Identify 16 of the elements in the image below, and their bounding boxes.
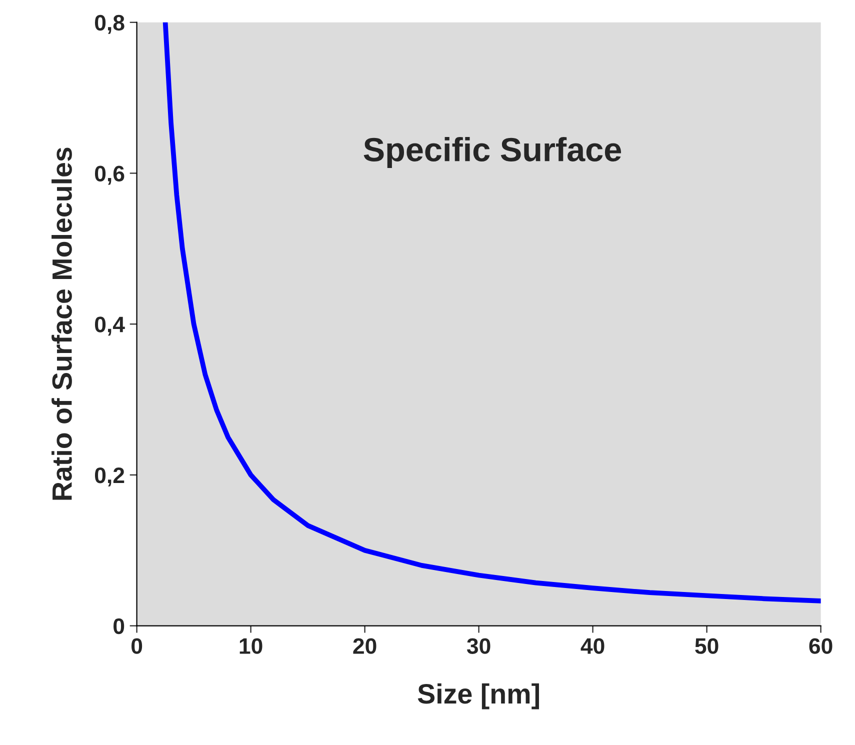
x-tick-label: 60 [809, 638, 832, 654]
x-axis-title: Size [nm] [418, 683, 539, 710]
y-tick-label: 0,4 [94, 316, 125, 336]
text: Specific Surface [364, 136, 622, 168]
y-tick-label: 0,6 [94, 166, 124, 185]
x-tick-label: 10 [240, 638, 262, 654]
y-tick-label: 0,2 [94, 467, 124, 486]
x-tick-label: 30 [466, 638, 490, 654]
line-series [162, 22, 821, 604]
y-axis-title: Ratio of Surface Molecules [52, 148, 72, 500]
x-tick-label: 20 [353, 638, 376, 654]
x-tick-label: 0 [132, 638, 142, 654]
y-tick-label: 0,8 [94, 14, 124, 34]
x-tick-label: 40 [580, 638, 604, 654]
y-tick-label: 0 [114, 618, 124, 634]
x-tick-label: 50 [695, 638, 718, 654]
